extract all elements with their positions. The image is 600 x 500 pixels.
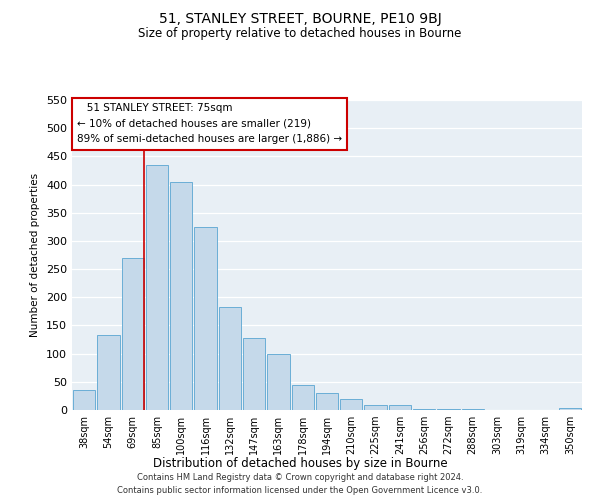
Bar	[316, 393, 338, 410]
Text: 51 STANLEY STREET: 75sqm   
← 10% of detached houses are smaller (219)
89% of se: 51 STANLEY STREET: 75sqm ← 10% of detach…	[77, 103, 342, 144]
Bar	[267, 354, 290, 410]
Text: Size of property relative to detached houses in Bourne: Size of property relative to detached ho…	[139, 28, 461, 40]
Bar	[194, 227, 217, 410]
Bar	[389, 406, 411, 410]
Y-axis label: Number of detached properties: Number of detached properties	[31, 173, 40, 337]
Bar	[243, 338, 265, 410]
Text: Contains HM Land Registry data © Crown copyright and database right 2024.
Contai: Contains HM Land Registry data © Crown c…	[118, 474, 482, 495]
Bar	[170, 182, 193, 410]
Bar	[97, 335, 119, 410]
Bar	[292, 384, 314, 410]
Text: 51, STANLEY STREET, BOURNE, PE10 9BJ: 51, STANLEY STREET, BOURNE, PE10 9BJ	[158, 12, 442, 26]
Bar	[218, 307, 241, 410]
Bar	[413, 409, 436, 410]
Text: Distribution of detached houses by size in Bourne: Distribution of detached houses by size …	[152, 458, 448, 470]
Bar	[73, 390, 95, 410]
Bar	[364, 406, 387, 410]
Bar	[559, 408, 581, 410]
Bar	[340, 398, 362, 410]
Bar	[122, 258, 144, 410]
Bar	[146, 165, 168, 410]
